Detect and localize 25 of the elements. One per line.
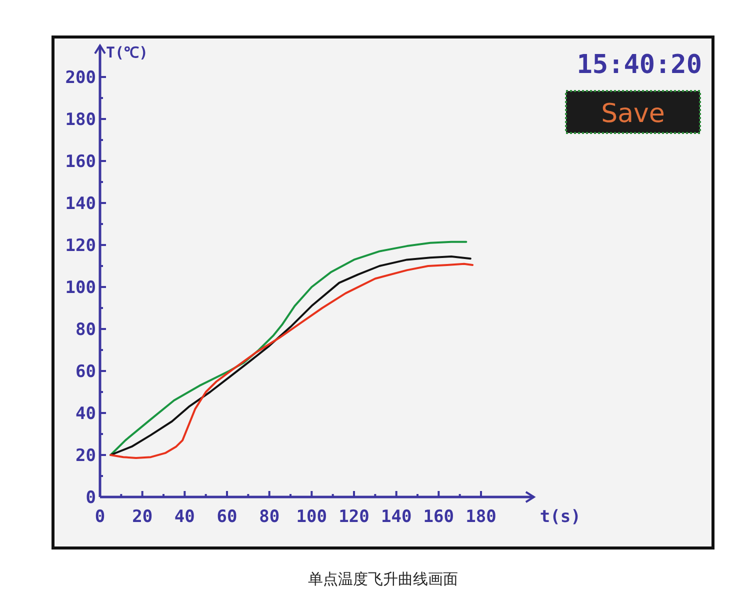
y-tick-label: 0 bbox=[86, 488, 96, 508]
y-tick-label: 200 bbox=[65, 68, 96, 88]
button: Save bbox=[565, 90, 701, 134]
y-tick-label: 80 bbox=[76, 320, 96, 340]
x-tick-label: 160 bbox=[423, 507, 454, 527]
x-tick-label: 60 bbox=[216, 507, 238, 527]
x-tick-label: 20 bbox=[132, 507, 153, 527]
y-axis-title: T(℃) bbox=[106, 44, 148, 62]
y-tick-label: 160 bbox=[65, 152, 96, 172]
y-tick-label: 20 bbox=[76, 446, 96, 466]
x-tick-label: 80 bbox=[259, 507, 280, 527]
y-tick-label: 60 bbox=[76, 362, 96, 382]
y-tick-label: 40 bbox=[76, 404, 96, 424]
y-tick-label: 180 bbox=[65, 110, 96, 130]
x-tick-label: 40 bbox=[174, 507, 195, 527]
x-axis-title: t(s) bbox=[540, 507, 581, 527]
x-tick-label: 120 bbox=[338, 507, 370, 527]
text: 单点温度飞升曲线画面 bbox=[308, 570, 458, 588]
x-tick-label: 180 bbox=[466, 507, 496, 527]
y-tick-label: 120 bbox=[65, 236, 96, 256]
x-tick-label: 100 bbox=[296, 507, 328, 527]
y-tick-label: 140 bbox=[65, 194, 96, 214]
text: 15:40:20 bbox=[576, 50, 702, 80]
y-tick-label: 100 bbox=[65, 278, 96, 298]
x-tick-label: 140 bbox=[380, 507, 412, 527]
